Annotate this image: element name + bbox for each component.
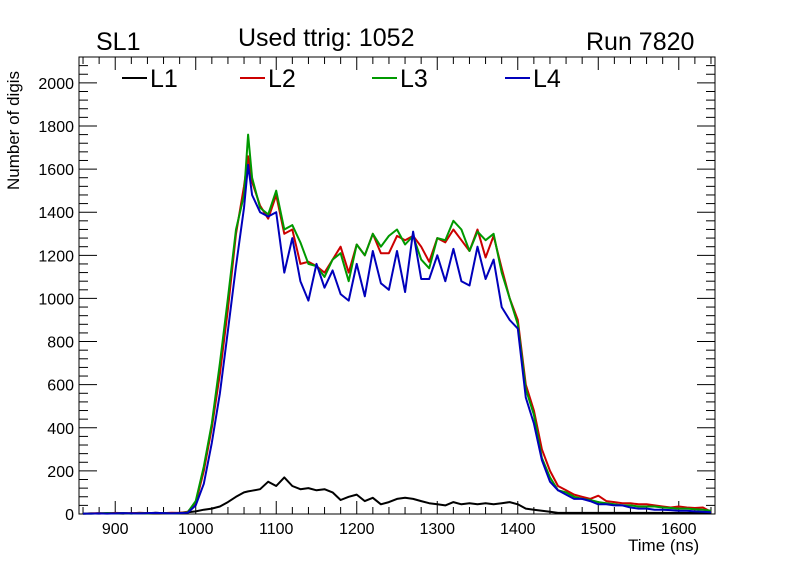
y-axis-label: Number of digis <box>4 70 23 190</box>
x-tick-label: 900 <box>102 521 129 538</box>
x-tick-label: 1100 <box>259 521 294 538</box>
y-tick-label: 0 <box>65 507 74 524</box>
y-tick-label: 600 <box>47 378 74 395</box>
x-tick-label: 1300 <box>419 521 455 538</box>
y-tick-label: 800 <box>47 335 74 352</box>
y-tick-label: 1400 <box>38 205 74 222</box>
series-line-l3 <box>83 133 712 515</box>
x-tick-label: 1000 <box>178 521 214 538</box>
y-tick-label: 2000 <box>38 76 74 93</box>
header-center-label: Used ttrig: 1052 <box>238 24 415 52</box>
y-tick-label: 1200 <box>38 248 74 265</box>
y-tick-label: 200 <box>47 464 74 481</box>
series-line-l4 <box>83 163 712 515</box>
x-tick-label: 1200 <box>339 521 375 538</box>
x-axis-label: Time (ns) <box>628 536 700 555</box>
x-tick-label: 1400 <box>500 521 536 538</box>
header-left-label: SL1 <box>96 28 141 56</box>
x-tick-label: 1500 <box>580 521 616 538</box>
y-tick-label: 1800 <box>38 119 74 136</box>
x-tick-label: 1600 <box>661 521 697 538</box>
legend-label-l1: L1 <box>150 65 178 93</box>
plot-frame <box>78 56 716 515</box>
y-tick-label: 1600 <box>38 162 74 179</box>
legend-label-l3: L3 <box>400 65 428 93</box>
header-right-label: Run 7820 <box>586 28 695 56</box>
legend-label-l4: L4 <box>533 65 561 93</box>
legend-label-l2: L2 <box>268 65 296 93</box>
series-line-l2 <box>82 155 712 515</box>
y-tick-label: 1000 <box>38 291 74 308</box>
series-line-l1 <box>82 476 711 515</box>
y-tick-label: 400 <box>47 421 74 438</box>
